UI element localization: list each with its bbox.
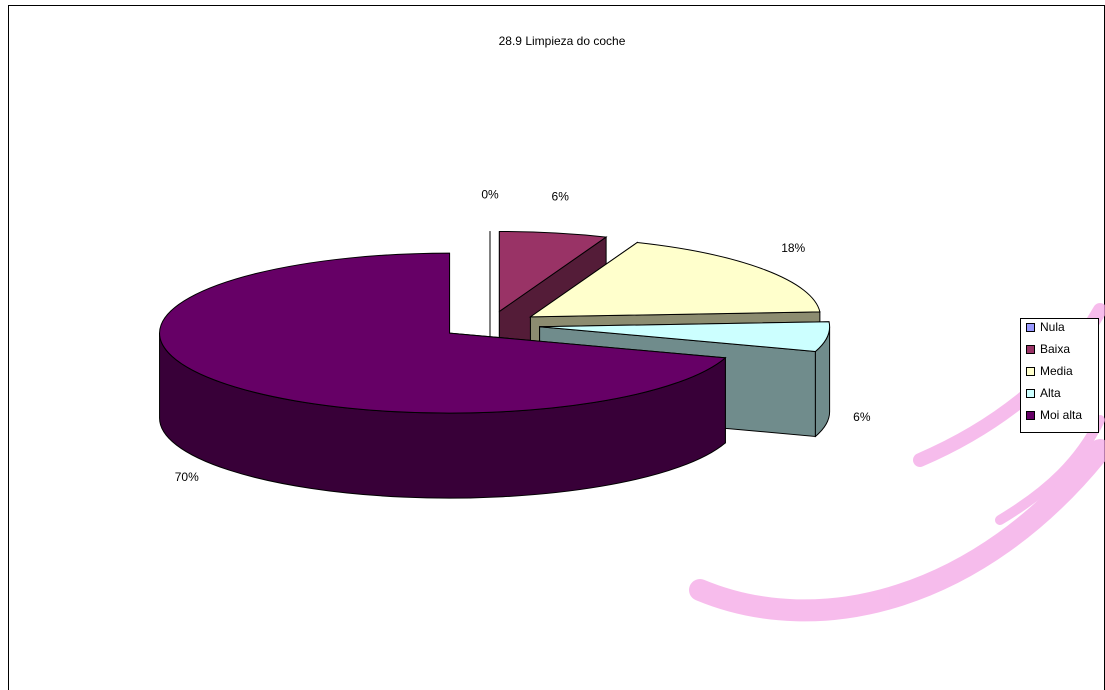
legend-label: Media bbox=[1040, 364, 1073, 378]
legend-swatch bbox=[1026, 323, 1035, 332]
slice bbox=[498, 230, 608, 313]
chart-title: 28.9 Limpieza do coche bbox=[499, 34, 626, 48]
slice bbox=[539, 321, 831, 352]
legend-swatch bbox=[1026, 345, 1035, 354]
legend-label: Nula bbox=[1040, 320, 1065, 334]
slice bbox=[528, 241, 821, 318]
legend-label: Alta bbox=[1040, 386, 1061, 400]
data-label: 18% bbox=[781, 241, 805, 255]
data-label: 70% bbox=[175, 470, 199, 484]
legend-swatch bbox=[1026, 411, 1035, 420]
legend-label: Moi alta bbox=[1040, 408, 1082, 422]
data-label: 0% bbox=[481, 187, 499, 201]
legend-label: Baixa bbox=[1040, 342, 1070, 356]
legend-swatch bbox=[1026, 389, 1035, 398]
slice bbox=[159, 252, 727, 414]
legend-swatch bbox=[1026, 367, 1035, 376]
data-label: 6% bbox=[853, 410, 871, 424]
data-label: 6% bbox=[552, 190, 570, 204]
